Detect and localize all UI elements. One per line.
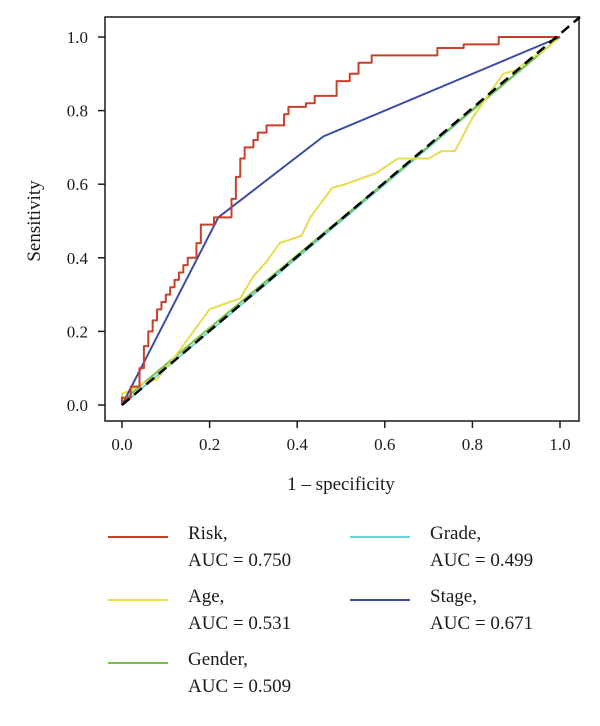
legend-item-age: Age, AUC = 0.531 [108,583,348,643]
y-axis-title: Sensitivity [24,180,45,262]
legend-auc-value: AUC = 0.750 [188,550,292,571]
legend-auc-value: AUC = 0.671 [430,613,534,634]
legend-auc-value: AUC = 0.499 [430,550,534,571]
x-tick-label: 1.0 [549,435,570,454]
y-tick-label: 0.6 [67,175,88,194]
legend-label: Grade, AUC = 0.499 [430,520,533,574]
series-line-stage [121,36,561,406]
reference-layer [121,16,581,406]
legend-item-gender: Gender, AUC = 0.509 [108,646,348,706]
legend-label: Gender, AUC = 0.509 [188,646,291,700]
x-axis-title: 1 – specificity [287,474,395,495]
legend-label: Stage, AUC = 0.671 [430,583,533,637]
legend-swatch [350,599,410,601]
y-tick-label: 0.2 [67,322,88,341]
x-tick-label: 0.4 [287,435,309,454]
legend-series-name: Age, [188,586,225,607]
legend-series-name: Grade, [430,523,482,544]
reference-diagonal [121,16,581,406]
legend-swatch [108,536,168,538]
x-tick-label: 0.0 [111,435,132,454]
x-tick-label: 0.6 [374,435,395,454]
roc-chart: 0.0 0.2 0.4 0.6 0.8 1.0 0.0 0.2 0.4 0.6 0.8 1.0 1 … [24,16,581,495]
legend-swatch [108,662,168,664]
y-tick-label: 0.8 [67,102,88,121]
y-tick-label: 0.4 [67,249,89,268]
legend-swatch [350,536,410,538]
y-axis: 0.0 0.2 0.4 0.6 0.8 1.0 [67,28,105,415]
legend-label: Risk, AUC = 0.750 [188,520,291,574]
series-line-age [121,36,561,405]
x-tick-label: 0.8 [462,435,483,454]
legend-item-risk: Risk, AUC = 0.750 [108,520,348,580]
legend-auc-value: AUC = 0.509 [188,676,292,697]
legend-series-name: Gender, [188,649,248,670]
y-tick-label: 0.0 [67,396,88,415]
x-tick-label: 0.2 [199,435,220,454]
legend-label: Age, AUC = 0.531 [188,583,291,637]
legend-swatch [108,599,168,601]
plot-area-frame [104,16,580,422]
x-axis: 0.0 0.2 0.4 0.6 0.8 1.0 [111,421,571,454]
legend-auc-value: AUC = 0.531 [188,613,292,634]
legend-series-name: Risk, [188,523,228,544]
y-tick-label: 1.0 [67,28,88,47]
legend: Risk, AUC = 0.750 Age, AUC = 0.531 Gender, AU… [0,520,600,720]
legend-item-stage: Stage, AUC = 0.671 [350,583,590,643]
legend-item-grade: Grade, AUC = 0.499 [350,520,590,580]
legend-series-name: Stage, [430,586,477,607]
series-line-risk [121,36,560,405]
